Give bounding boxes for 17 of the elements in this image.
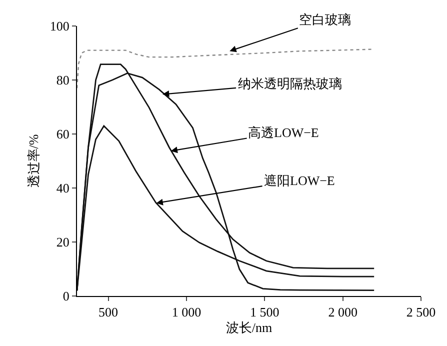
x-tick-label: 2 500 (406, 304, 436, 320)
y-axis-title: 透过率/% (26, 134, 41, 188)
y-tick-label: 0 (62, 288, 70, 304)
x-tick-label: 2 000 (328, 304, 358, 320)
annotation: 遮阳LOW−E (264, 173, 335, 188)
y-tick-label: 40 (56, 180, 70, 196)
x-tick-label: 500 (98, 304, 118, 320)
x-axis-title: 波长/nm (226, 320, 272, 336)
y-tick-label: 20 (56, 234, 70, 250)
annotation: 空白玻璃 (299, 12, 351, 27)
x-tick-label: 1 500 (250, 304, 280, 320)
annotation: 高透LOW−E (248, 125, 319, 140)
y-tick-label: 60 (56, 126, 70, 142)
annotation: 纳米透明隔热玻璃 (238, 76, 342, 91)
y-tick-label: 100 (50, 18, 70, 34)
x-tick-label: 1 000 (172, 304, 202, 320)
y-tick-label: 80 (56, 72, 70, 88)
